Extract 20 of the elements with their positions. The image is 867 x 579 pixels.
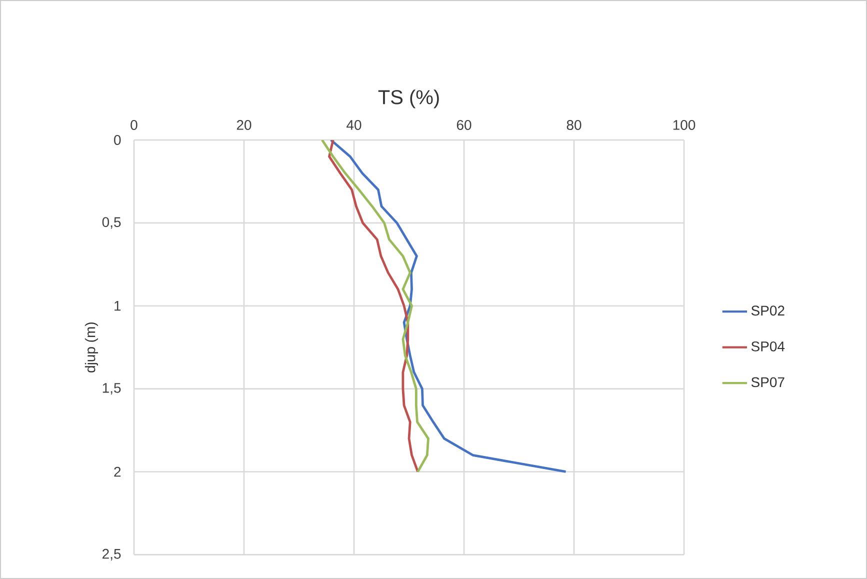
legend-label: SP04	[751, 341, 785, 352]
line-series	[320, 140, 430, 473]
y-tick-label: 1,5	[102, 383, 121, 395]
x-axis-title: TS (%)	[378, 90, 439, 108]
legend-label: SP07	[751, 377, 784, 388]
legend-label: SP02	[751, 306, 784, 316]
x-tick-label: 20	[236, 120, 252, 130]
y-tick-label: 2,5	[102, 548, 121, 560]
y-tick-label: 0	[114, 135, 121, 145]
y-tick-label: 0,5	[102, 217, 121, 229]
x-tick-label: 100	[673, 120, 696, 130]
y-axis-title: djup (m)	[84, 322, 98, 372]
x-tick-label: 80	[566, 120, 582, 130]
y-tick-label: 2	[114, 466, 121, 477]
y-tick-label: 1	[114, 301, 121, 311]
line-series	[330, 140, 567, 473]
line-series	[328, 140, 420, 473]
x-tick-label: 0	[130, 120, 138, 130]
x-tick-label: 40	[346, 120, 362, 130]
x-tick-label: 60	[456, 120, 472, 130]
